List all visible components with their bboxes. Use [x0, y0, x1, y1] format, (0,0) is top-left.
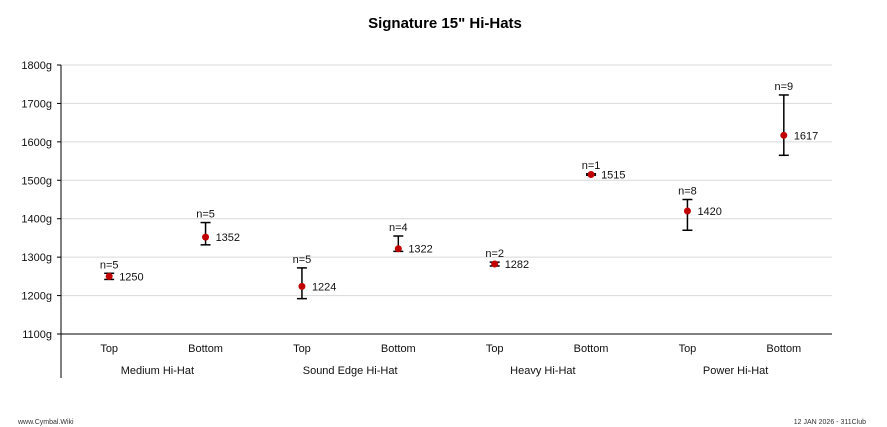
x-group-label: Power Hi-Hat	[703, 365, 768, 377]
value-label: 1250	[119, 271, 143, 283]
mean-marker	[491, 260, 499, 268]
chart-title: Signature 15" Hi-Hats	[368, 15, 522, 32]
value-label: 1617	[794, 130, 818, 142]
sample-size-label: n=9	[774, 81, 793, 93]
x-category-label: Bottom	[381, 343, 416, 355]
sample-size-label: n=4	[389, 222, 408, 234]
y-tick-label: 1100g	[22, 329, 52, 341]
value-label: 1282	[505, 259, 529, 271]
y-axis-ticks: 1100g 1200g 1300g 1400g 1500g 1600g 1700g 1800g	[21, 60, 61, 341]
value-label: 1352	[216, 232, 240, 244]
x-category-label: Bottom	[766, 343, 801, 355]
x-group-label: Medium Hi-Hat	[121, 365, 194, 377]
mean-marker	[780, 131, 788, 139]
sample-size-label: n=5	[100, 259, 119, 271]
sample-size-label: n=5	[196, 209, 215, 221]
sample-size-label: n=2	[485, 248, 504, 260]
x-category-label: Top	[100, 343, 118, 355]
sample-size-label: n=5	[293, 254, 312, 266]
y-tick-label: 1300g	[21, 252, 52, 264]
data-point-group: 1224 n=5	[293, 254, 336, 300]
mean-marker	[105, 272, 113, 280]
x-category-label: Top	[293, 343, 311, 355]
mean-marker	[202, 233, 210, 241]
value-label: 1224	[312, 281, 336, 293]
x-category-label: Bottom	[188, 343, 223, 355]
x-axis-categories: Top Bottom Top Bottom Top Bottom Top Bottom	[100, 343, 801, 355]
x-group-label: Sound Edge Hi-Hat	[303, 365, 398, 377]
y-tick-label: 1200g	[21, 291, 52, 303]
footer-right: 12 JAN 2026 - 311Club	[794, 419, 866, 426]
y-tick-label: 1500g	[21, 175, 52, 187]
value-label: 1515	[601, 170, 625, 182]
x-group-label: Heavy Hi-Hat	[510, 365, 575, 377]
y-tick-label: 1600g	[21, 137, 52, 149]
value-label: 1322	[408, 244, 432, 256]
x-category-label: Top	[486, 343, 504, 355]
footer-left: www.Cymbal.Wiki	[17, 419, 74, 426]
data-point-group: 1617 n=9	[774, 81, 818, 157]
mean-marker	[394, 245, 402, 253]
sample-size-label: n=8	[678, 186, 697, 198]
value-label: 1420	[697, 206, 721, 218]
mean-marker	[298, 282, 306, 290]
x-axis-groups: Medium Hi-Hat Sound Edge Hi-Hat Heavy Hi-H…	[121, 365, 769, 377]
data-points: 1250n=51352n=51224n=51322n=41282n=21515n…	[100, 81, 818, 300]
y-tick-label: 1700g	[21, 98, 52, 110]
axes	[60, 65, 832, 378]
grid	[61, 64, 832, 297]
x-category-label: Bottom	[574, 343, 609, 355]
mean-marker	[683, 207, 691, 215]
sample-size-label: n=1	[582, 160, 601, 172]
mean-marker	[587, 171, 595, 179]
y-tick-label: 1400g	[21, 214, 52, 226]
x-category-label: Top	[679, 343, 697, 355]
y-tick-label: 1800g	[21, 60, 52, 72]
